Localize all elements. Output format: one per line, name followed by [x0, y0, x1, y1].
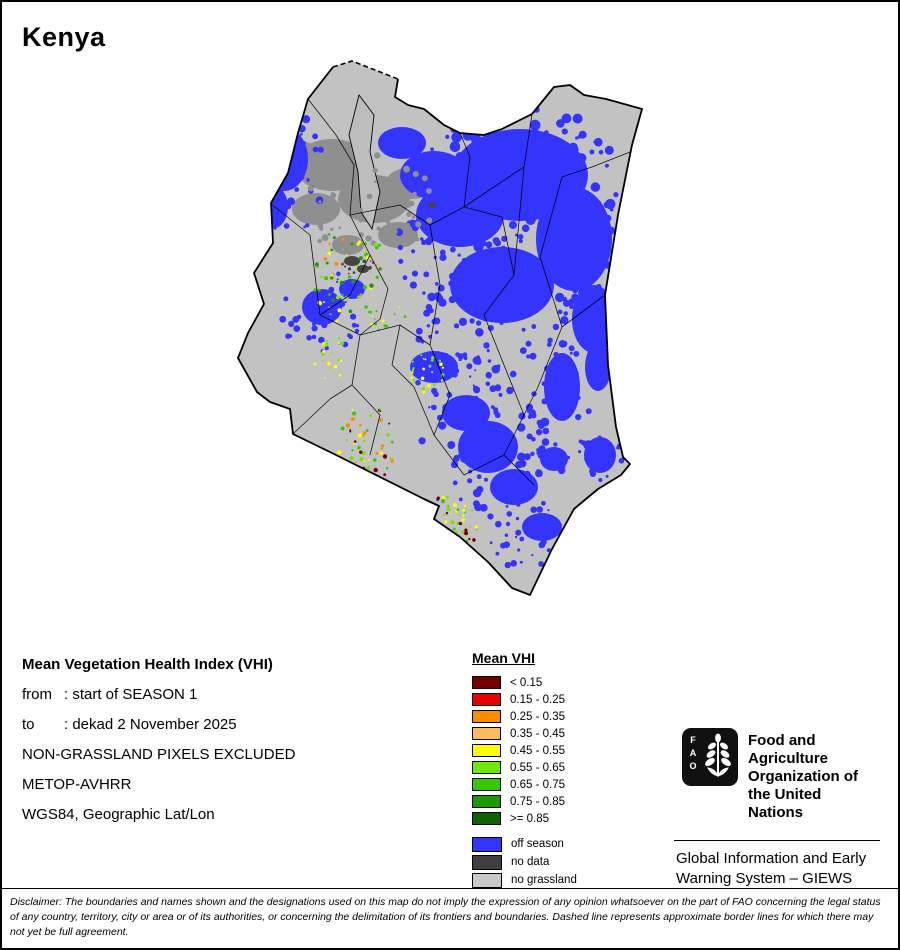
legend-swatch [472, 676, 501, 689]
legend-label: >= 0.85 [510, 812, 550, 825]
legend-item: 0.35 - 0.45 [472, 725, 577, 742]
legend-item: < 0.15 [472, 674, 577, 691]
legend-item: 0.25 - 0.35 [472, 708, 577, 725]
legend-label: 0.35 - 0.45 [510, 727, 565, 740]
legend-label: 0.65 - 0.75 [510, 778, 565, 791]
fao-branding: FAO Food and Agri [674, 728, 880, 822]
fao-logo: FAO [682, 728, 738, 786]
legend-label: 0.25 - 0.35 [510, 710, 565, 723]
legend-swatch [472, 795, 501, 808]
brand-divider [674, 840, 880, 841]
legend-item: 0.55 - 0.65 [472, 759, 577, 776]
info-line: WGS84, Geographic Lat/Lon [22, 800, 295, 830]
map-speckles [245, 102, 633, 569]
country-border-dashed [332, 60, 399, 80]
legend-swatch [472, 761, 501, 774]
legend-item: 0.65 - 0.75 [472, 776, 577, 793]
info-line-label: to [22, 716, 35, 733]
legend-item: no data [472, 853, 577, 871]
legend-label: 0.75 - 0.85 [510, 795, 565, 808]
kenya-map [237, 60, 643, 596]
info-line-value: NON-GRASSLAND PIXELS EXCLUDED [22, 746, 296, 763]
legend-item: off season [472, 835, 577, 853]
legend-extras: off season no data no grassland [472, 835, 577, 889]
map-legend: Mean VHI < 0.15 0.15 - 0.25 0.25 - 0.35 … [472, 650, 577, 889]
map-info-block: Mean Vegetation Health Index (VHI) from:… [22, 650, 295, 830]
legend-swatch [472, 872, 502, 888]
legend-item: 0.75 - 0.85 [472, 793, 577, 810]
legend-swatch [472, 744, 501, 757]
legend-item: 0.45 - 0.55 [472, 742, 577, 759]
district-boundaries [269, 98, 631, 486]
info-line-label: from [22, 686, 52, 703]
country-border [237, 66, 643, 596]
legend-label: < 0.15 [510, 676, 543, 689]
legend-swatch [472, 812, 501, 825]
disclaimer-text: Disclaimer: The boundaries and names sho… [2, 888, 898, 948]
info-line: NON-GRASSLAND PIXELS EXCLUDED [22, 740, 295, 770]
legend-swatch [472, 836, 502, 852]
page-title: Kenya [22, 22, 106, 52]
lake-turkana [348, 93, 381, 231]
legend-label: off season [511, 838, 564, 850]
fao-name: Food and Agriculture Organization of the… [748, 732, 858, 821]
legend-swatch [472, 778, 501, 791]
branding-block: FAO Food and Agri [674, 728, 880, 889]
legend-label: 0.45 - 0.55 [510, 744, 565, 757]
info-line-value: : dekad 2 November 2025 [64, 716, 237, 733]
wheat-icon [705, 733, 731, 777]
giews-name: Global Information and Early Warning Sys… [676, 850, 867, 887]
legend-item: >= 0.85 [472, 810, 577, 827]
legend-item: 0.15 - 0.25 [472, 691, 577, 708]
legend-swatch [472, 693, 501, 706]
legend-label: 0.15 - 0.25 [510, 693, 565, 706]
legend-title: Mean VHI [472, 650, 536, 666]
legend-label: no grassland [511, 874, 577, 886]
info-title: Mean Vegetation Health Index (VHI) [22, 656, 273, 673]
info-line-value: WGS84, Geographic Lat/Lon [22, 806, 215, 823]
legend-label: 0.55 - 0.65 [510, 761, 565, 774]
legend-label: no data [511, 856, 550, 868]
info-line: from : start of SEASON 1 [22, 680, 295, 710]
legend-item: no grassland [472, 871, 577, 889]
legend-swatch [472, 727, 501, 740]
info-line: METOP-AVHRR [22, 770, 295, 800]
info-line: to : dekad 2 November 2025 [22, 710, 295, 740]
info-line-value: : start of SEASON 1 [64, 686, 198, 703]
info-line-value: METOP-AVHRR [22, 776, 132, 793]
fao-logo-text: FAO [688, 735, 698, 774]
legend-swatch [472, 854, 502, 870]
legend-swatch [472, 710, 501, 723]
